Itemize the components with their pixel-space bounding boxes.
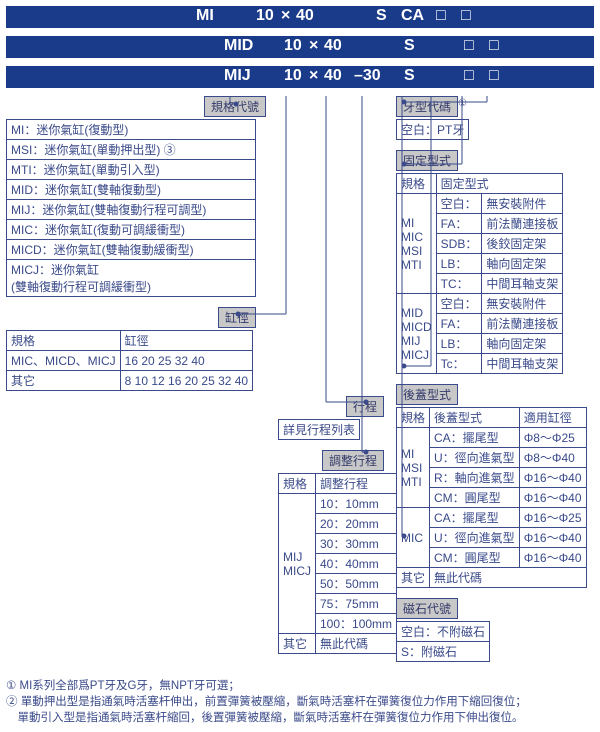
label-stroke: 行程 [346, 396, 384, 417]
label-spec-code: 規格代號 [204, 96, 266, 117]
table-spec-code: MI：迷你氣缸(復動型)MSI：迷你氣缸(單動押出型) ③MTI：迷你氣缸(單動… [6, 119, 256, 297]
table-mount: 規格固定型式MI MIC MSI MTI空白：無安裝附件FA：前法蘭連接板SDB… [396, 173, 563, 374]
footnotes: ① MI系列全部爲PT牙及G牙，無NPT牙可選；② 單動押出型是指通氣時活塞杆伸… [6, 678, 594, 726]
table-bore: 規格缸徑MIC、MICD、MICJ16 20 25 32 40其它8 10 12… [6, 330, 253, 391]
header-band: MIJ10×40–30S□□ [6, 66, 594, 88]
label-mount: 固定型式 [396, 150, 458, 171]
header-band: MID10×40S□□ [6, 36, 594, 58]
label-adj-stroke: 調整行程 [322, 450, 384, 471]
table-magnet: 空白：不附磁石S：附磁石 [396, 621, 490, 662]
table-rear-cover: 規格後蓋型式適用缸徑MI MSI MTICA：擺尾型Φ8～Φ25U：徑向進氣型Φ… [396, 407, 587, 588]
thread-footnote-mark: ① [458, 98, 467, 109]
label-bore: 缸徑 [218, 307, 256, 328]
table-adj-stroke: 規格調整行程MIJ MICJ10：10mm20：20mm30：30mm40：40… [278, 473, 397, 654]
label-rear-cover: 後蓋型式 [396, 384, 458, 405]
table-thread: 空白：PT牙 [396, 119, 469, 140]
header-band: MI10×40SCA□□ [6, 6, 594, 28]
label-magnet: 磁石代號 [396, 598, 458, 619]
table-stroke: 詳見行程列表 [278, 419, 360, 440]
label-thread: 牙型代碼 [396, 96, 458, 117]
stroke-cell: 詳見行程列表 [279, 420, 360, 440]
